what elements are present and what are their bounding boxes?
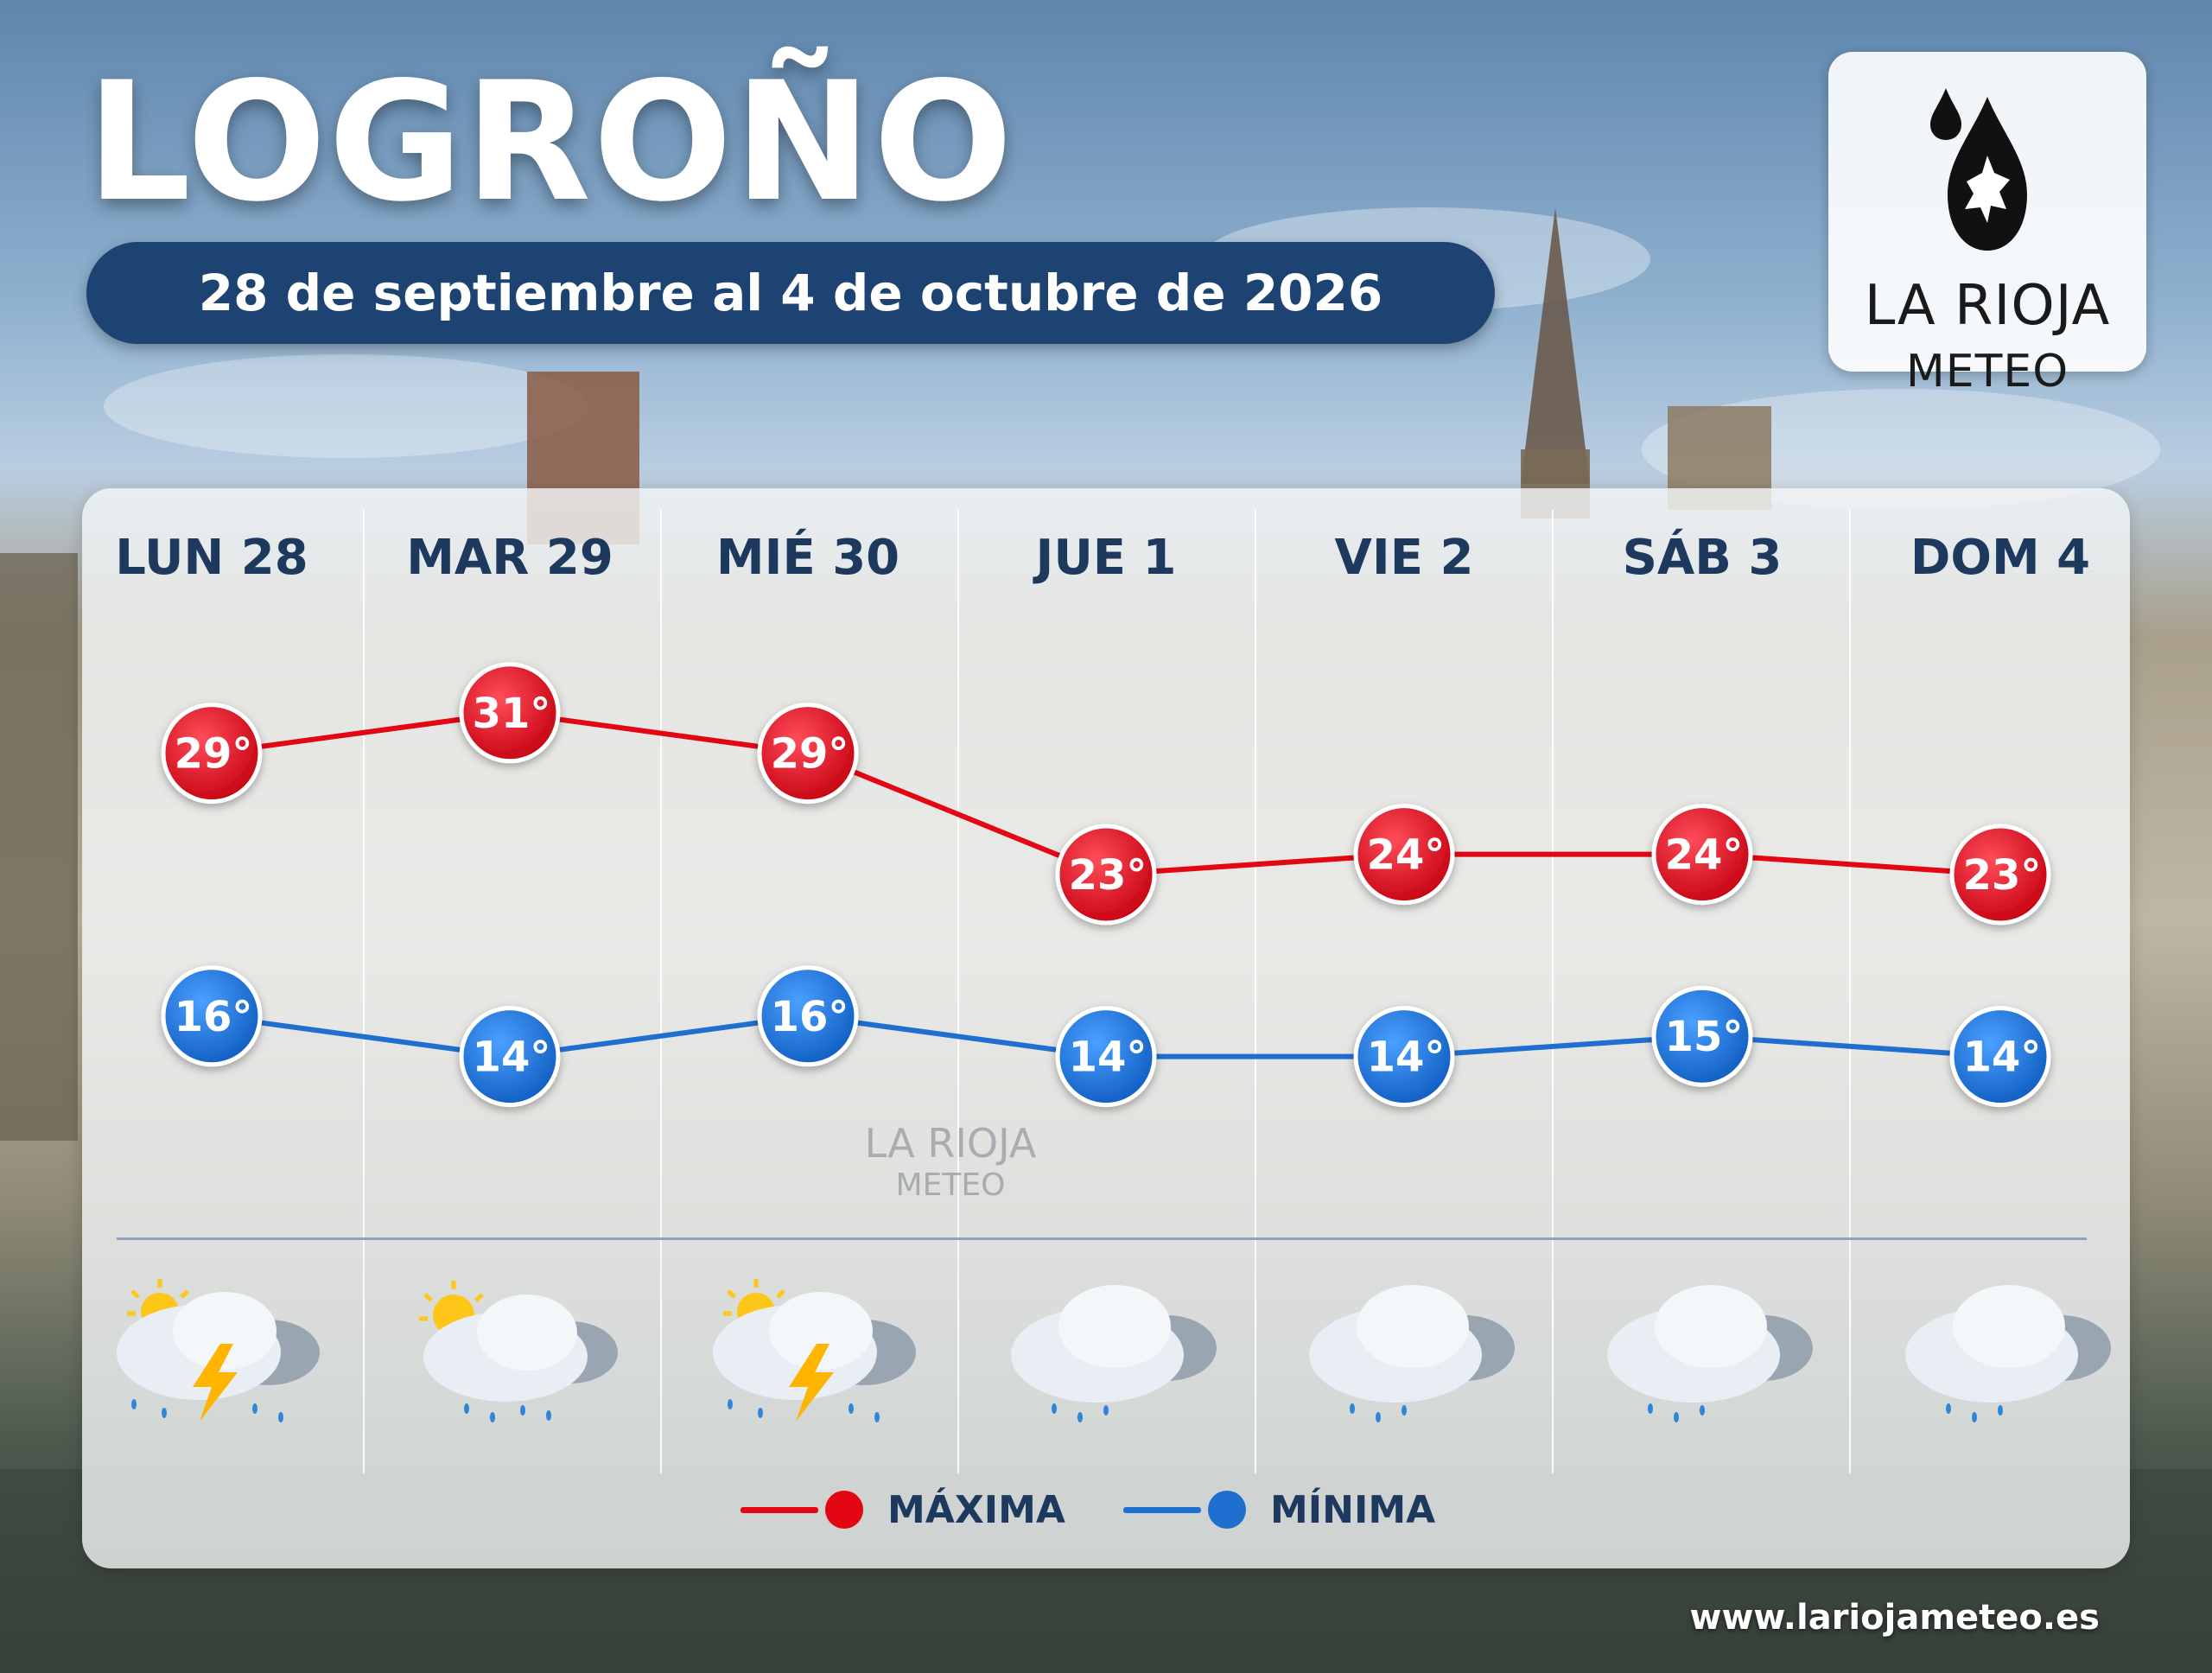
- legend-min-dot: [1208, 1491, 1246, 1529]
- column-divider: [363, 510, 365, 1473]
- data-label-max-2: 29°: [771, 730, 849, 779]
- city-title: LOGROÑO: [86, 47, 1015, 238]
- data-label-min-6: 14°: [1963, 1034, 2042, 1082]
- column-divider: [660, 510, 662, 1473]
- data-point-min-2: [757, 965, 859, 1067]
- column-divider: [957, 510, 959, 1473]
- legend-min-label: MÍNIMA: [1270, 1487, 1436, 1532]
- column-divider: [1849, 510, 1851, 1473]
- data-label-min-2: 16°: [771, 993, 849, 1041]
- data-label-max-6: 23°: [1963, 851, 2042, 900]
- data-point-min-0: [161, 965, 263, 1067]
- date-range-text: 28 de septiembre al 4 de octubre de 2026: [198, 264, 1383, 322]
- thunderstorm-rain-sun-icon: [713, 1279, 916, 1422]
- data-label-min-4: 14°: [1367, 1034, 1446, 1082]
- day-label-jue-1: JUE 1: [1035, 530, 1177, 586]
- separator-line: [117, 1237, 2087, 1240]
- watermark-line1: LA RIOJA: [864, 1120, 1037, 1167]
- column-divider: [1552, 510, 1554, 1473]
- data-point-max-6: [1949, 824, 2051, 926]
- data-point-max-5: [1651, 804, 1753, 906]
- data-label-max-4: 24°: [1367, 831, 1446, 880]
- data-point-min-6: [1949, 1006, 2051, 1108]
- data-point-max-4: [1353, 804, 1455, 906]
- data-label-max-1: 31°: [473, 690, 551, 738]
- legend-min-line: [1123, 1506, 1201, 1513]
- day-label-lun-28: LUN 28: [115, 530, 308, 586]
- data-point-min-1: [459, 1006, 561, 1108]
- data-label-min-3: 14°: [1069, 1034, 1147, 1082]
- cloudy-rain-icon: [1607, 1285, 1813, 1422]
- watermark-line2: METEO: [895, 1167, 1006, 1203]
- day-label-mie-30: MIÉ 30: [715, 530, 900, 586]
- brand-logo: LA RIOJA METEO: [1828, 52, 2146, 394]
- website-url: www.lariojameteo.es: [1689, 1598, 2101, 1638]
- thunderstorm-rain-sun-icon: [117, 1279, 320, 1422]
- data-point-min-3: [1055, 1006, 1157, 1108]
- day-label-sab-3: SÁB 3: [1622, 530, 1783, 586]
- date-range-banner: 28 de septiembre al 4 de octubre de 2026: [86, 242, 1495, 344]
- data-point-max-1: [459, 662, 561, 764]
- data-point-max-3: [1055, 824, 1157, 926]
- logo-text-line1: LA RIOJA: [1864, 274, 2111, 338]
- water-drop-icon: [1930, 88, 2027, 251]
- data-point-min-4: [1353, 1006, 1455, 1108]
- data-label-min-5: 15°: [1665, 1013, 1744, 1061]
- day-label-mar-29: MAR 29: [406, 530, 613, 586]
- data-label-max-5: 24°: [1665, 831, 1744, 880]
- data-point-max-2: [757, 703, 859, 805]
- day-label-vie-2: VIE 2: [1334, 530, 1474, 586]
- legend-max-dot: [825, 1491, 863, 1529]
- legend-min: MÍNIMA: [1123, 1479, 1435, 1540]
- data-label-max-3: 23°: [1069, 851, 1147, 900]
- cloudy-rain-icon: [1309, 1285, 1515, 1422]
- legend-max: MÁXIMA: [741, 1479, 1065, 1540]
- legend-max-line: [741, 1506, 818, 1513]
- data-label-max-0: 29°: [175, 730, 253, 779]
- legend-max-label: MÁXIMA: [887, 1487, 1065, 1532]
- cloudy-rain-icon: [1011, 1285, 1217, 1422]
- data-point-min-5: [1651, 985, 1753, 1087]
- cloudy-rain-icon: [1905, 1285, 2111, 1422]
- partly-sunny-rain-icon: [419, 1281, 618, 1422]
- data-label-min-1: 14°: [473, 1034, 551, 1082]
- data-label-min-0: 16°: [175, 993, 253, 1041]
- day-label-dom-4: DOM 4: [1910, 530, 2091, 586]
- logo-text-line2: METEO: [1905, 346, 2069, 398]
- column-divider: [1255, 510, 1256, 1473]
- data-point-max-0: [161, 703, 263, 805]
